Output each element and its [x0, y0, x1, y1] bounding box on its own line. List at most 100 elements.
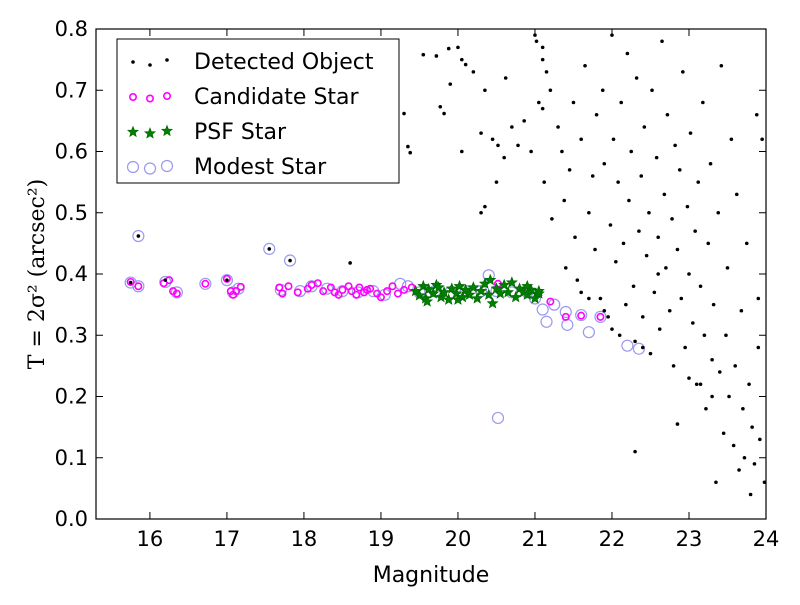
detected-object-point — [640, 315, 645, 319]
detected-object-point — [593, 247, 597, 252]
detected-object-point — [698, 382, 703, 387]
y-tick-label: 0.2 — [55, 385, 88, 409]
modest-star-point — [575, 308, 588, 322]
candidate-star-point — [284, 282, 293, 291]
x-tick-label: 17 — [214, 527, 241, 551]
detected-object-point — [503, 76, 508, 80]
candidate-star-point — [338, 285, 347, 294]
detected-object-point — [716, 210, 721, 215]
detected-object-point — [637, 229, 641, 233]
detected-object-point — [496, 143, 500, 148]
detected-object-point — [406, 144, 410, 149]
x-tick-label: 16 — [137, 527, 164, 551]
detected-object-point — [225, 278, 229, 282]
detected-object-point — [634, 76, 639, 80]
detected-object-point — [571, 100, 576, 105]
series-detected-object — [128, 33, 767, 497]
detected-object-point — [644, 253, 649, 258]
detected-object-point — [456, 45, 460, 50]
candidate-star-point — [383, 287, 392, 296]
candidate-star-point — [232, 287, 241, 296]
detected-object-point — [729, 137, 734, 142]
x-tick-label: 22 — [599, 527, 626, 551]
legend-marker-psf-star — [143, 127, 157, 139]
x-tick-label: 24 — [753, 527, 780, 551]
detected-object-point — [540, 45, 545, 50]
modest-star-point — [170, 286, 183, 299]
candidate-star-point — [201, 279, 210, 288]
detected-object-point — [633, 449, 637, 454]
psf-star-point — [467, 281, 480, 293]
x-tick-label: 21 — [522, 527, 549, 551]
psf-star-point — [521, 288, 534, 300]
y-tick-label: 0.6 — [55, 140, 88, 164]
detected-object-point — [463, 62, 468, 67]
candidate-star-point — [393, 289, 402, 298]
candidate-star-point — [561, 312, 570, 321]
psf-star-point — [453, 279, 466, 292]
marks-layer — [124, 33, 767, 497]
detected-object-point — [548, 88, 553, 93]
detected-object-point — [719, 63, 724, 68]
detected-object-point — [758, 437, 762, 442]
modest-star-point — [401, 280, 414, 293]
detected-object-point — [610, 327, 614, 331]
detected-object-point — [754, 112, 759, 117]
psf-star-point — [505, 276, 518, 288]
modest-star-point — [132, 280, 145, 293]
y-tick-labels: 0.0 0.1 0.2 0.3 0.4 0.5 0.6 0.7 0.8 — [55, 17, 88, 531]
detected-object-point — [606, 315, 610, 319]
legend-label-modest-star: Modest Star — [194, 155, 327, 180]
detected-object-point — [679, 296, 684, 301]
legend-frame — [116, 38, 400, 184]
y-tick-label: 0.5 — [55, 201, 88, 225]
legend-marker-psf-star — [126, 125, 140, 138]
legend-label-detected-object: Detected Object — [194, 50, 374, 75]
detected-object-point — [479, 131, 483, 135]
detected-object-point — [647, 210, 651, 215]
detected-object-point — [670, 217, 674, 221]
psf-star-point — [484, 273, 497, 286]
y-tick-label: 0.0 — [55, 507, 88, 531]
detected-object-point — [562, 198, 567, 203]
candidate-star-point — [352, 290, 361, 299]
psf-star-point — [451, 293, 464, 305]
detected-object-point — [608, 223, 613, 227]
modest-star-point — [124, 276, 137, 289]
detected-object-point — [652, 290, 657, 295]
detected-object-point — [741, 406, 745, 411]
candidate-star-point — [313, 279, 322, 288]
candidate-star-point — [388, 282, 397, 291]
detected-object-point — [502, 155, 506, 160]
detected-object-point — [434, 54, 439, 58]
detected-object-point — [460, 149, 464, 154]
detected-object-point — [756, 345, 761, 350]
detected-object-point — [654, 155, 659, 160]
detected-object-point — [656, 235, 660, 240]
modest-star-point — [561, 318, 574, 331]
psf-star-point — [498, 278, 511, 291]
detected-object-point — [544, 70, 549, 74]
detected-object-point — [742, 455, 747, 460]
detected-object-point — [421, 52, 426, 57]
detected-object-point — [621, 241, 626, 246]
candidate-star-point — [355, 283, 364, 292]
legend-marker-modest-star — [160, 159, 174, 173]
detected-object-point — [685, 204, 690, 209]
psf-star-point — [486, 297, 499, 309]
legend-marker-detected-object — [165, 58, 169, 62]
psf-star-point — [509, 290, 522, 303]
series-psf-star — [409, 273, 545, 309]
legend-label-psf-star: PSF Star — [194, 120, 287, 145]
modest-star-point — [283, 254, 297, 267]
detected-object-point — [616, 180, 620, 184]
series-modest-star — [124, 229, 646, 425]
detected-object-point — [587, 296, 591, 301]
detected-object-point — [752, 462, 757, 466]
candidate-star-point — [376, 293, 385, 302]
detected-object-point — [560, 149, 564, 154]
detected-object-point — [631, 284, 636, 289]
detected-object-point — [714, 480, 718, 485]
y-tick-label: 0.7 — [55, 78, 88, 102]
